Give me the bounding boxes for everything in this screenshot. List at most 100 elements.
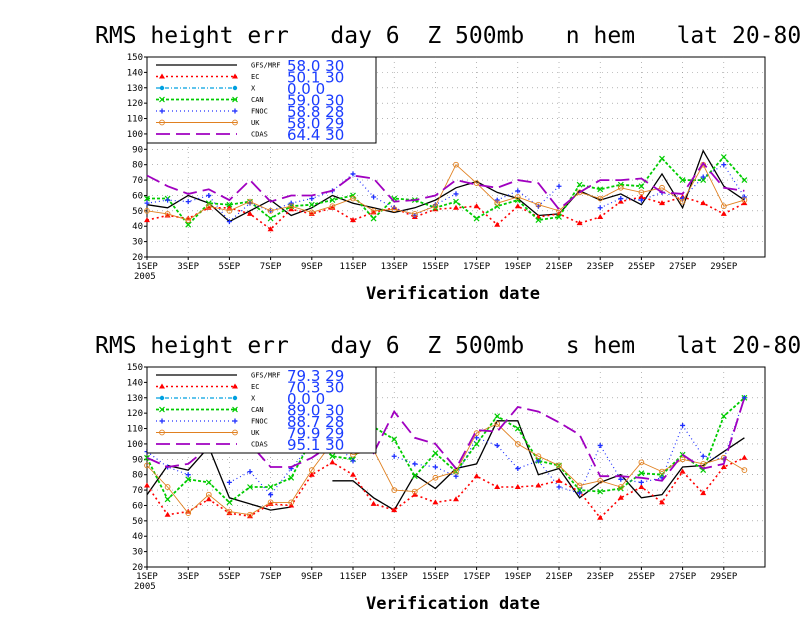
legend-marker xyxy=(232,418,238,424)
y-tick-label: 90 xyxy=(132,455,143,465)
legend-stats: 58.0 29 xyxy=(287,115,344,133)
data-point xyxy=(432,464,438,470)
y-tick-label: 130 xyxy=(127,84,143,94)
y-tick-label: 120 xyxy=(127,409,143,419)
data-point xyxy=(144,207,150,214)
data-point xyxy=(700,490,707,496)
data-point xyxy=(350,171,356,177)
data-point xyxy=(267,484,274,490)
data-point xyxy=(576,487,583,494)
x-tick-label: 9SEP xyxy=(301,572,323,582)
x-tick-label: 11SEP xyxy=(339,572,367,582)
data-point xyxy=(576,482,583,489)
series-line xyxy=(146,423,745,516)
data-point xyxy=(741,177,748,184)
data-point xyxy=(164,496,171,503)
y-tick-label: 50 xyxy=(132,207,143,217)
data-point xyxy=(185,221,192,228)
data-point xyxy=(473,180,480,187)
legend-name: UK xyxy=(251,119,260,127)
data-point xyxy=(350,458,356,464)
data-point xyxy=(247,198,253,205)
data-point xyxy=(659,184,665,191)
legend-marker xyxy=(159,119,165,126)
data-point xyxy=(226,201,233,208)
chart-title-s-hem: RMS height err day 6 Z 500mb s hem lat 2… xyxy=(95,333,800,359)
y-tick-label: 70 xyxy=(132,486,143,496)
data-point xyxy=(370,215,377,222)
legend-marker xyxy=(232,85,238,91)
data-point xyxy=(494,200,501,207)
data-point xyxy=(514,425,521,432)
x-tick-label: 25SEP xyxy=(628,572,656,582)
data-point xyxy=(164,484,171,490)
y-tick-label: 150 xyxy=(127,363,143,373)
legend-name: CDAS xyxy=(251,441,268,449)
data-point xyxy=(185,476,192,483)
data-point xyxy=(494,442,500,448)
x-tick-label: 7SEP xyxy=(260,572,282,582)
data-point xyxy=(597,488,604,495)
data-point xyxy=(741,454,748,460)
data-point xyxy=(556,183,562,189)
x-tick-label: 1SEP xyxy=(136,262,158,272)
x-tick-label: 3SEP xyxy=(177,572,199,582)
data-point xyxy=(267,215,274,222)
y-tick-label: 60 xyxy=(132,191,143,201)
data-point xyxy=(515,466,521,472)
data-point xyxy=(597,514,604,520)
legend-name: UK xyxy=(251,429,260,437)
data-point xyxy=(308,209,315,216)
data-point xyxy=(700,453,706,459)
data-point xyxy=(700,200,707,206)
legend-name: FNOC xyxy=(251,418,268,426)
x-tick-label: 17SEP xyxy=(463,262,491,272)
data-point xyxy=(226,499,233,506)
y-tick-label: 20 xyxy=(132,253,143,263)
data-point xyxy=(205,203,212,210)
x-tick-label: 9SEP xyxy=(301,262,323,272)
x-tick-label: 13SEP xyxy=(381,572,409,582)
legend-stats: 95.1 30 xyxy=(287,436,344,454)
y-tick-label: 140 xyxy=(127,378,143,388)
data-point xyxy=(309,196,315,202)
legend-name: GFS/MRF xyxy=(251,372,281,380)
legend-marker xyxy=(159,108,165,114)
data-point xyxy=(659,468,665,475)
legend-name: EC xyxy=(251,73,259,81)
y-tick-label: 50 xyxy=(132,517,143,527)
data-point xyxy=(556,462,562,469)
legend-name: X xyxy=(251,85,256,93)
legend-name: FNOC xyxy=(251,108,268,116)
x-tick-label: 3SEP xyxy=(177,262,199,272)
data-point xyxy=(680,422,686,428)
data-point xyxy=(144,200,150,206)
legend-stats: 70.3 30 xyxy=(287,379,344,397)
data-point xyxy=(679,468,686,474)
data-point xyxy=(391,487,398,493)
y-tick-label: 90 xyxy=(132,145,143,155)
data-point xyxy=(473,215,480,222)
legend-stats: 89.0 30 xyxy=(287,402,344,420)
legend-stats: 79.9 29 xyxy=(287,425,344,443)
legend-name: GFS/MRF xyxy=(251,62,281,70)
data-point xyxy=(700,174,706,180)
data-point xyxy=(288,499,295,506)
data-point xyxy=(617,484,624,490)
data-point xyxy=(144,462,150,469)
legend-stats: 0.0 0 xyxy=(287,80,325,98)
data-point xyxy=(206,192,212,198)
legend-marker xyxy=(232,406,238,413)
data-point xyxy=(638,484,645,489)
data-point xyxy=(576,220,583,226)
x-tick-label: 13SEP xyxy=(381,262,409,272)
chart-panel-0: 20 30 40 50 60 70 80 90 100 110 120 130 140 150 1SEP 3S… xyxy=(127,53,766,282)
data-point xyxy=(576,181,583,188)
data-point xyxy=(494,484,501,489)
y-tick-label: 110 xyxy=(127,425,143,435)
legend-stats: 58.8 28 xyxy=(287,103,344,121)
data-point xyxy=(371,194,377,200)
chart-panel-1: 20 30 40 50 60 70 80 90 100 110 120 130 140 150 1SEP 3S… xyxy=(127,363,766,592)
data-point xyxy=(720,413,727,420)
data-point xyxy=(638,470,645,477)
